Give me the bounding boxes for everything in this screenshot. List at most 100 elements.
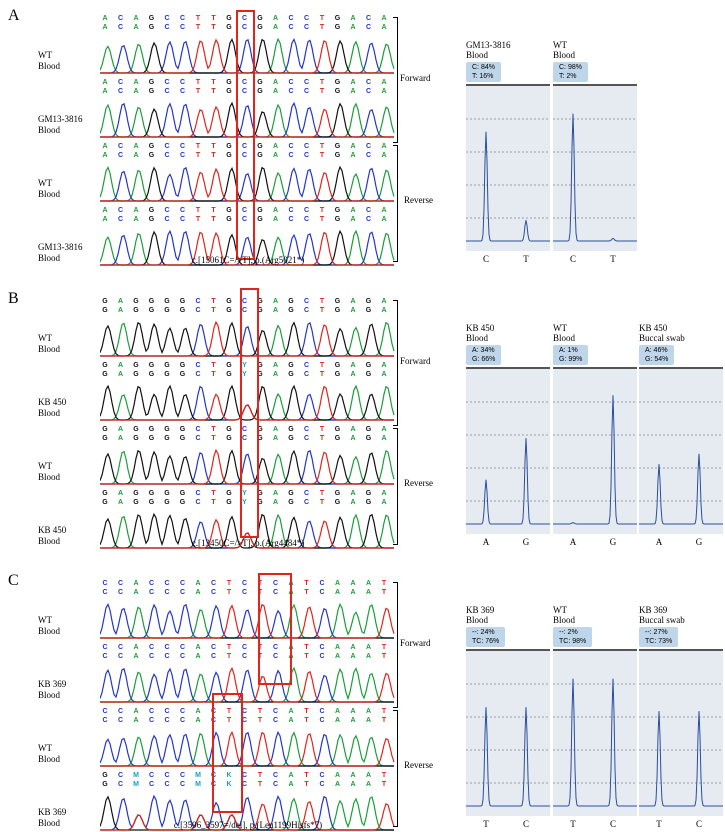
base-call: G <box>179 490 186 497</box>
pyrogram-axis-label: T <box>610 254 616 264</box>
chromatogram-trace <box>100 602 395 639</box>
sample-label-line: GM13-3816 <box>38 114 83 124</box>
pyro-quant: WT Blood --: 2% TC: 98% T C <box>553 605 637 830</box>
sample-label: WT Blood <box>38 333 118 355</box>
base-call: T <box>211 15 216 22</box>
base-call: C <box>210 580 217 587</box>
base-call: C <box>241 653 248 660</box>
base-call: G <box>365 307 372 314</box>
sample-label: GM13-3816 Blood <box>38 114 118 136</box>
variant-highlight <box>258 573 292 685</box>
base-call: C <box>102 653 108 660</box>
base-call: C <box>179 24 186 31</box>
sample-label-line: WT <box>38 615 52 625</box>
base-call: T <box>381 580 387 587</box>
base-call: A <box>350 307 356 314</box>
sample-label-line: Blood <box>38 253 61 263</box>
base-call: A <box>365 653 372 660</box>
base-call: A <box>272 490 279 497</box>
quant-sample-name: WT Blood <box>553 605 575 625</box>
base-call: T <box>226 653 232 660</box>
base-call: A <box>133 653 139 660</box>
base-call: A <box>350 15 356 22</box>
pyrogram-peak-trace <box>553 113 637 242</box>
base-call: C <box>303 15 310 22</box>
base-call: C <box>365 15 372 22</box>
base-call: G <box>226 88 232 95</box>
base-call: T <box>257 708 263 715</box>
base-call: G <box>288 371 294 378</box>
base-call: A <box>272 88 279 95</box>
base-call: C <box>288 143 294 150</box>
base-call: G <box>334 435 341 442</box>
base-call: C <box>272 653 279 660</box>
base-call: Y <box>242 371 247 378</box>
base-call: G <box>334 216 341 223</box>
base-call: T <box>304 781 309 788</box>
sample-label-line: Blood <box>38 408 61 418</box>
base-call: C <box>179 15 186 22</box>
base-call: C <box>303 207 310 214</box>
base-call: G <box>148 24 155 31</box>
allele-ratio: T: 2% <box>559 73 577 80</box>
base-call: T <box>211 298 216 305</box>
base-call: A <box>381 24 387 31</box>
quant-sample-name: KB 450 Buccal swab <box>639 323 685 343</box>
base-call: C <box>164 644 170 651</box>
base-call: C <box>179 717 186 724</box>
pyro-quant: KB 450 Blood A: 34% G: 66% A G <box>466 323 550 548</box>
allele-ratio: A: 34% <box>472 347 495 354</box>
base-call: Y <box>242 362 247 369</box>
allele-ratio: G: 66% <box>472 356 496 363</box>
base-call: G <box>365 435 372 442</box>
base-call: G <box>102 362 108 369</box>
base-call: G <box>257 371 263 378</box>
base-call: T <box>211 426 216 433</box>
base-call: G <box>179 499 186 506</box>
base-call: A <box>350 216 356 223</box>
base-call: A <box>195 580 201 587</box>
base-call: A <box>350 644 356 651</box>
base-call: A <box>334 781 341 788</box>
base-call: C <box>117 781 124 788</box>
base-call: C <box>117 717 124 724</box>
pyrogram-peak-trace <box>466 438 550 525</box>
base-call: C <box>164 143 170 150</box>
sample-label-line: KB 450 <box>38 525 67 535</box>
base-call: G <box>334 207 341 214</box>
base-call: A <box>365 580 372 587</box>
sample-label-line: WT <box>38 178 52 188</box>
base-call: C <box>164 653 170 660</box>
base-call: A <box>133 143 139 150</box>
base-call: A <box>102 216 108 223</box>
base-call: A <box>350 589 356 596</box>
base-call: G <box>226 298 232 305</box>
base-call: C <box>303 24 310 31</box>
base-call: T <box>195 216 201 223</box>
base-call: C <box>272 717 279 724</box>
base-call: A <box>272 298 279 305</box>
base-call: C <box>164 580 170 587</box>
sample-label-line: Blood <box>38 690 61 700</box>
base-call: C <box>179 580 186 587</box>
base-call: C <box>102 580 108 587</box>
sample-label: KB 450 Blood <box>38 525 118 547</box>
base-call: C <box>303 298 310 305</box>
base-call: C <box>319 589 325 596</box>
base-call: T <box>304 717 309 724</box>
trace-t <box>100 231 394 266</box>
base-call: T <box>319 435 325 442</box>
base-call: C <box>195 499 201 506</box>
quant-name-line: Buccal swab <box>639 333 685 343</box>
quant-name-line: GM13-3816 <box>466 40 511 50</box>
base-call: K <box>226 772 232 779</box>
base-call: C <box>241 426 248 433</box>
base-call: C <box>241 717 248 724</box>
quant-sample-name: GM13-3816 Blood <box>466 40 511 60</box>
base-call: C <box>117 152 124 159</box>
base-call: C <box>241 152 248 159</box>
base-call: C <box>319 644 325 651</box>
